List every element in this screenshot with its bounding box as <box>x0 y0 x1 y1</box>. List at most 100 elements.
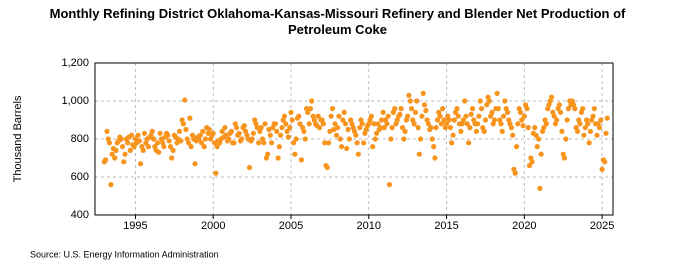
point <box>556 102 562 108</box>
point <box>502 98 508 104</box>
point <box>401 136 407 142</box>
point <box>557 109 564 115</box>
point <box>580 106 586 112</box>
point <box>411 121 417 127</box>
point <box>554 117 560 123</box>
point <box>272 121 279 127</box>
source: Source: U.S. Energy Information Administ… <box>30 249 219 259</box>
point <box>342 121 349 127</box>
point <box>582 125 588 131</box>
point <box>140 147 146 153</box>
point <box>559 128 565 134</box>
point <box>306 121 312 127</box>
point <box>231 140 237 146</box>
point <box>385 113 391 119</box>
point <box>464 121 470 127</box>
point <box>468 111 474 117</box>
point <box>329 106 336 112</box>
point <box>380 109 386 115</box>
point <box>305 109 311 115</box>
y-tick-label: 800 <box>71 133 89 145</box>
point <box>118 136 124 142</box>
point <box>590 113 596 119</box>
point <box>370 144 376 150</box>
point <box>563 136 569 142</box>
point <box>154 140 161 146</box>
point <box>291 140 297 146</box>
point <box>241 123 247 129</box>
point <box>354 140 360 146</box>
point <box>335 125 341 131</box>
point <box>574 128 581 134</box>
point <box>512 170 518 176</box>
point <box>534 144 540 150</box>
point <box>417 136 424 142</box>
point <box>372 136 378 142</box>
point <box>564 117 570 123</box>
x-tick-label: 2010 <box>357 220 381 232</box>
point <box>425 121 431 127</box>
point <box>524 106 530 112</box>
point <box>307 106 314 112</box>
point <box>513 144 520 150</box>
point <box>406 92 412 98</box>
point <box>450 132 456 138</box>
point <box>198 140 205 146</box>
point <box>228 128 235 134</box>
point <box>466 140 472 146</box>
point <box>440 106 446 112</box>
point <box>458 128 464 134</box>
point <box>596 125 603 131</box>
point <box>113 147 119 153</box>
point <box>428 125 434 131</box>
x-tick-label: 2020 <box>512 220 536 232</box>
point <box>384 121 390 127</box>
point <box>180 121 186 127</box>
point <box>328 113 334 119</box>
point <box>420 90 426 96</box>
point <box>284 128 290 134</box>
point <box>122 151 128 157</box>
point <box>499 128 505 134</box>
point <box>433 125 439 131</box>
x-tick-label: 2000 <box>201 220 225 232</box>
point <box>541 125 547 131</box>
point <box>389 125 395 131</box>
point <box>357 125 363 131</box>
x-tick-label: 2005 <box>279 220 303 232</box>
point <box>412 109 419 115</box>
point <box>324 164 330 171</box>
point <box>332 121 338 127</box>
point <box>561 155 568 161</box>
point <box>166 138 172 144</box>
point <box>415 125 421 131</box>
point <box>202 136 209 142</box>
point <box>167 144 174 150</box>
point <box>206 126 212 133</box>
point <box>219 128 225 134</box>
point <box>183 126 189 133</box>
point <box>529 159 535 165</box>
point <box>236 130 242 136</box>
point <box>460 117 466 123</box>
point <box>434 117 441 123</box>
point <box>345 126 351 133</box>
point <box>581 132 587 138</box>
point <box>416 151 422 157</box>
point <box>375 121 381 127</box>
point <box>368 113 375 119</box>
point <box>501 113 507 119</box>
point <box>302 136 308 142</box>
point <box>469 106 476 112</box>
point <box>326 140 332 146</box>
point <box>405 113 411 119</box>
point <box>157 130 163 136</box>
point <box>388 136 394 142</box>
point <box>462 98 468 104</box>
point <box>463 113 469 119</box>
x-tick-label: 1995 <box>123 220 147 232</box>
point <box>262 121 268 127</box>
point <box>145 144 151 150</box>
point <box>169 155 175 161</box>
x-tick-label: 2015 <box>434 220 458 232</box>
